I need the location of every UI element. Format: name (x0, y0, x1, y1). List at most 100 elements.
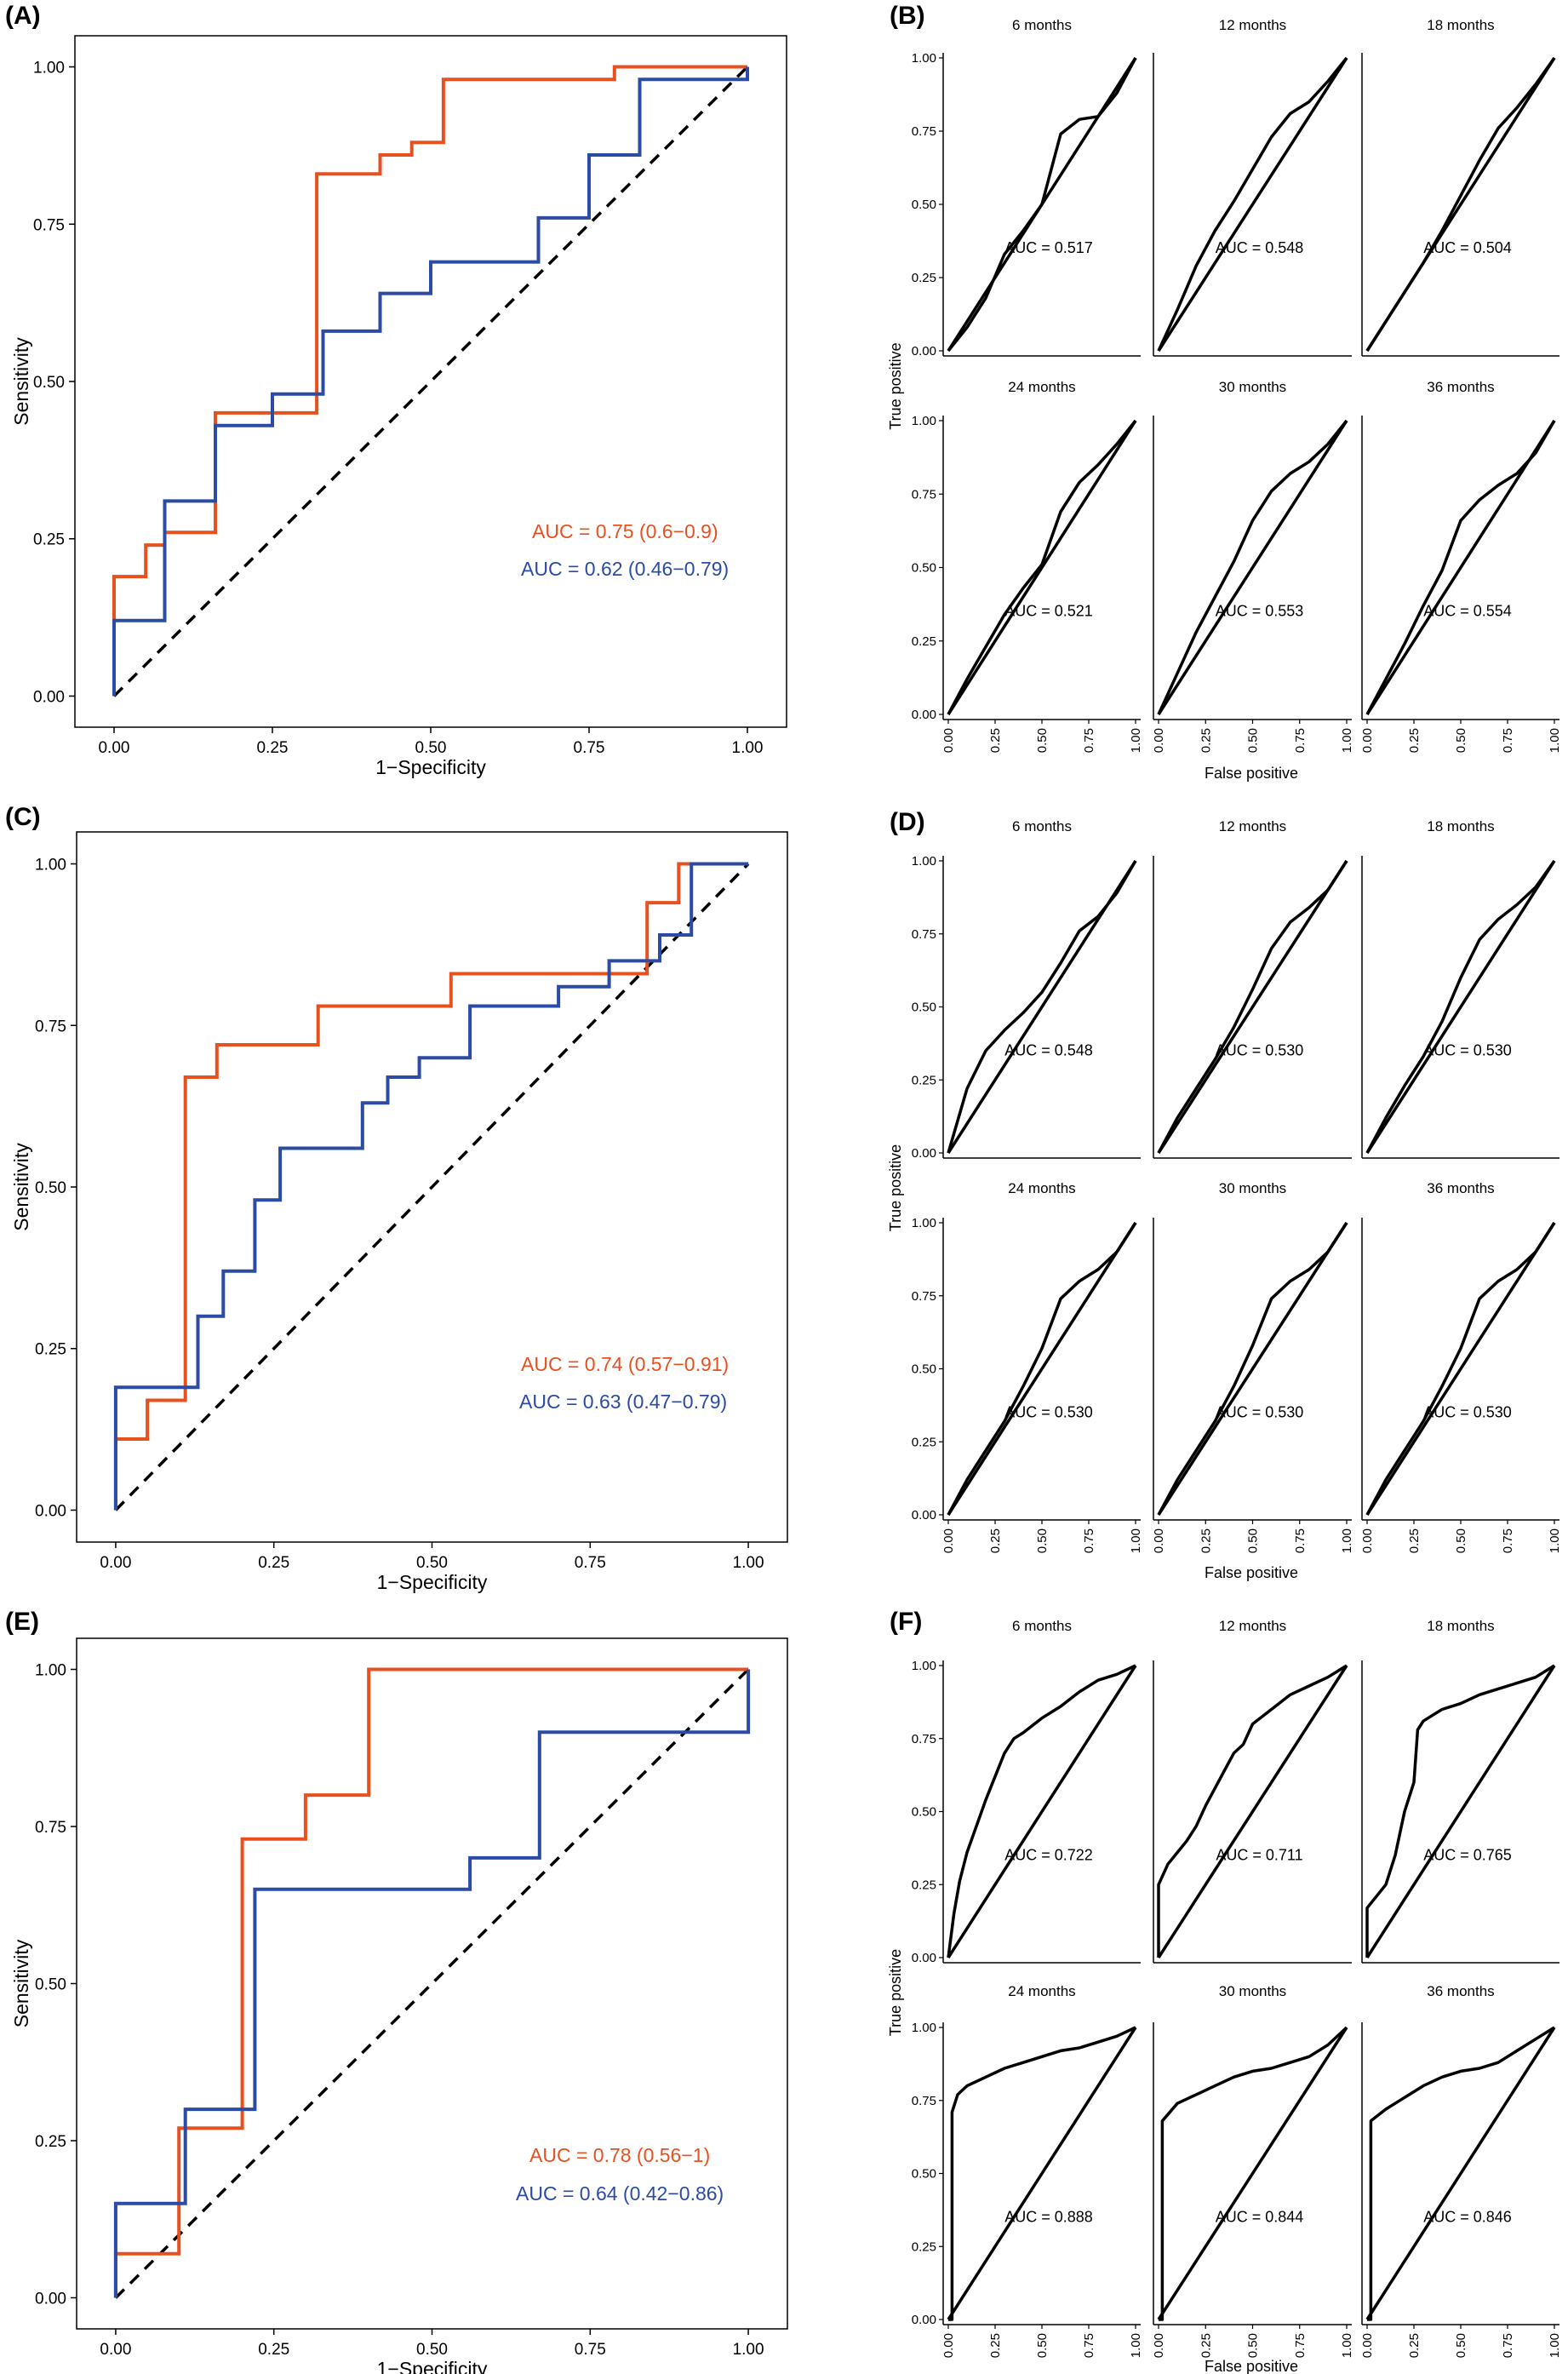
facet-x-tick-label: 0.50 (1035, 1528, 1050, 1553)
facet-x-tick-label: 0.25 (1199, 1528, 1213, 1553)
facet-roc-curve (1157, 56, 1348, 352)
facet-x-tick-label: 0.75 (1293, 728, 1308, 753)
plot-frame (76, 1637, 788, 2330)
facet-roc-curve (947, 1222, 1137, 1516)
auc-label-series-2: AUC = 0.62 (0.46−0.79) (521, 558, 729, 580)
panel-label: (D) (890, 808, 925, 836)
facet-y-tick-label: 1.00 (912, 1659, 936, 1673)
auc-label-series-1: AUC = 0.78 (0.56−1) (529, 2144, 710, 2166)
facet-y-tick-label: 0.25 (912, 1878, 936, 1892)
facet-6: 36 months 0.00 0.25 0.50 0.75 1.00 AUC = 0.846 (1360, 1983, 1562, 2358)
facet-auc-label: AUC = 0.530 (1423, 1041, 1512, 1058)
y-tick-label: 1.00 (35, 1661, 66, 1679)
facet-y-tick-label: 0.75 (912, 1289, 936, 1304)
y-tick-label: 0.00 (35, 1502, 66, 1520)
facet-reference-diagonal (1365, 860, 1556, 1154)
facet-x-tick-label: 0.75 (1082, 1528, 1096, 1553)
facet-4: 24 months 0.00 0.25 0.50 0.75 1.00 0.00 0.25 0.5… (912, 1983, 1143, 2358)
facet-roc-curve (1365, 56, 1556, 352)
facet-y-tick-label: 0.75 (912, 124, 936, 139)
facet-3: 18 months AUC = 0.765 (1361, 1618, 1559, 1964)
y-axis-title: Sensitivity (10, 1143, 32, 1231)
facet-x-tick-label: 0.00 (1360, 728, 1375, 753)
facet-x-tick-label: 0.00 (1152, 2333, 1166, 2358)
facet-3: 18 months AUC = 0.504 (1361, 17, 1559, 357)
facet-roc-curve (1365, 859, 1556, 1154)
facet-y-tick-label: 0.75 (912, 487, 936, 502)
facet-roc-curve (1365, 1664, 1555, 1958)
facet-auc-label: AUC = 0.711 (1216, 1846, 1302, 1863)
auc-label-series-2: AUC = 0.64 (0.42−0.86) (516, 2182, 724, 2205)
y-tick-label: 0.00 (33, 688, 65, 706)
facet-auc-label: AUC = 0.517 (1004, 239, 1093, 256)
facet-x-tick-label: 0.25 (1407, 728, 1422, 753)
facet-auc-label: AUC = 0.553 (1216, 603, 1304, 620)
facet-auc-label: AUC = 0.521 (1004, 603, 1093, 620)
facet-auc-label: AUC = 0.530 (1004, 1403, 1093, 1420)
facet-roc-curve (947, 419, 1137, 715)
facet-reference-diagonal (1365, 2027, 1556, 2320)
facet-x-tick-label: 0.75 (1293, 1528, 1308, 1553)
facet-roc-curve (1157, 1664, 1348, 1958)
facet-reference-diagonal (1157, 1665, 1348, 1958)
facet-panel-b: (B) 6 months 0.00 0.25 0.50 0.75 1.00 AUC = 0.5… (887, 2, 1562, 782)
facet-x-tick-label: 0.50 (1246, 1528, 1261, 1553)
y-tick-label: 0.25 (33, 531, 65, 549)
facet-auc-label: AUC = 0.548 (1216, 239, 1304, 256)
facet-x-axis-title: False positive (1205, 1564, 1298, 1581)
auc-label-series-1: AUC = 0.75 (0.6−0.9) (532, 520, 718, 542)
facet-title: 12 months (1219, 818, 1286, 834)
facet-x-tick-label: 1.00 (1340, 2333, 1354, 2358)
facet-title: 18 months (1427, 1618, 1494, 1634)
panel-label: (F) (890, 1608, 922, 1636)
facet-x-tick-label: 0.50 (1246, 2333, 1261, 2358)
facet-panel-d: (D) 6 months 0.00 0.25 0.50 0.75 1.00 AUC = 0.5… (887, 808, 1562, 1581)
facet-x-tick-label: 1.00 (1129, 2333, 1143, 2358)
y-axis-title: Sensitivity (10, 1939, 32, 2027)
facet-roc-curve (948, 2026, 1136, 2321)
facet-y-tick-label: 0.50 (912, 561, 936, 576)
panel-label: (C) (5, 803, 41, 831)
facet-reference-diagonal (947, 1665, 1137, 1958)
auc-label-series-1: AUC = 0.74 (0.57−0.91) (521, 1353, 729, 1375)
facet-x-tick-label: 0.75 (1501, 728, 1515, 753)
facet-4: 24 months 0.00 0.25 0.50 0.75 1.00 0.00 0.25 0.5… (912, 379, 1143, 753)
facet-x-tick-label: 0.50 (1035, 2333, 1050, 2358)
facet-y-tick-label: 0.00 (912, 344, 936, 358)
facet-x-tick-label: 1.00 (1548, 728, 1562, 753)
facet-auc-label: AUC = 0.765 (1423, 1846, 1512, 1863)
x-tick-label: 0.00 (98, 739, 129, 757)
facet-x-tick-label: 1.00 (1340, 728, 1354, 753)
facet-2: 12 months AUC = 0.530 (1153, 818, 1352, 1159)
facet-x-tick-label: 0.00 (1360, 1528, 1375, 1553)
facet-reference-diagonal (1365, 420, 1556, 715)
facet-x-tick-label: 0.00 (1360, 2333, 1375, 2358)
y-tick-label: 0.25 (35, 2133, 66, 2151)
facet-title: 36 months (1427, 1983, 1494, 1999)
facet-x-axis-title: False positive (1205, 2358, 1298, 2374)
facet-x-tick-label: 0.25 (1407, 1528, 1422, 1553)
facet-y-tick-label: 1.00 (912, 414, 936, 428)
x-tick-label: 1.00 (733, 1554, 764, 1572)
x-tick-label: 1.00 (732, 739, 764, 757)
facet-x-tick-label: 0.75 (1293, 2333, 1308, 2358)
facet-auc-label: AUC = 0.530 (1423, 1403, 1512, 1420)
x-tick-label: 0.50 (416, 1554, 448, 1572)
roc-curve-series-2 (113, 1669, 751, 2298)
facet-x-tick-label: 0.75 (1082, 2333, 1096, 2358)
facet-title: 6 months (1012, 818, 1072, 834)
x-tick-label: 0.25 (256, 739, 288, 757)
facet-reference-diagonal (947, 1222, 1137, 1516)
y-tick-label: 0.75 (35, 1018, 66, 1035)
roc-curve-series-1 (113, 862, 749, 1511)
facet-auc-label: AUC = 0.722 (1004, 1846, 1093, 1863)
facet-1: 6 months 0.00 0.25 0.50 0.75 1.00 AUC = 0.517 (912, 17, 1141, 358)
facet-y-axis-title: True positive (887, 342, 904, 429)
facet-x-tick-label: 0.00 (941, 728, 956, 753)
facet-y-tick-label: 0.25 (912, 2239, 936, 2254)
facet-title: 18 months (1427, 17, 1494, 33)
facet-y-tick-label: 0.00 (912, 2313, 936, 2327)
facet-x-tick-label: 0.50 (1246, 728, 1261, 753)
facet-roc-curve (1367, 2026, 1555, 2321)
